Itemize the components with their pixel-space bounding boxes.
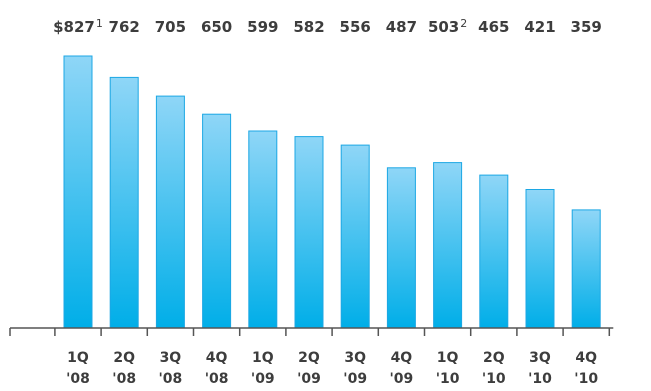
value-label-text: 556 <box>340 18 371 36</box>
category-quarter-9: 2Q <box>483 350 505 366</box>
category-year-2: '08 <box>159 371 183 387</box>
value-label-text: 487 <box>386 18 417 36</box>
category-year-4: '09 <box>251 371 275 387</box>
x-axis <box>9 327 614 336</box>
value-label-1: 762 <box>109 18 140 36</box>
value-labels: $8271 762 705 650 599 582 556 487 5032 465 421 359 <box>53 17 602 36</box>
value-label-text: 421 <box>524 18 555 36</box>
bar-5 <box>294 136 324 329</box>
category-year-0: '08 <box>66 371 90 387</box>
category-quarter-7: 4Q <box>391 350 413 366</box>
value-label-text: $827 <box>53 18 95 36</box>
category-quarter-1: 2Q <box>113 350 135 366</box>
category-year-1: '08 <box>112 371 136 387</box>
value-label-8: 5032 <box>428 17 467 36</box>
bars <box>63 55 601 329</box>
category-year-3: '08 <box>205 371 229 387</box>
category-quarter-11: 4Q <box>575 350 597 366</box>
value-label-10: 421 <box>524 18 555 36</box>
bar-7 <box>386 167 416 329</box>
bar-4 <box>248 130 278 329</box>
bar-8 <box>433 162 463 329</box>
category-year-11: '10 <box>574 371 598 387</box>
category-year-10: '10 <box>528 371 552 387</box>
category-year-6: '09 <box>343 371 367 387</box>
value-label-text: 650 <box>201 18 232 36</box>
category-quarter-5: 2Q <box>298 350 320 366</box>
category-year-8: '10 <box>436 371 460 387</box>
value-label-text: 582 <box>293 18 324 36</box>
category-quarter-0: 1Q <box>67 350 89 366</box>
footnote-marker: 2 <box>460 17 467 30</box>
value-label-2: 705 <box>155 18 186 36</box>
value-label-text: 503 <box>428 18 459 36</box>
bar-0 <box>63 55 93 329</box>
bar-1 <box>109 76 139 329</box>
category-labels: 1Q '08 2Q '08 3Q '08 4Q '08 1Q '09 2Q '09 3Q '09 4Q '09… <box>66 350 598 387</box>
value-label-11: 359 <box>571 18 602 36</box>
category-quarter-3: 4Q <box>206 350 228 366</box>
value-label-text: 705 <box>155 18 186 36</box>
category-quarter-8: 1Q <box>437 350 459 366</box>
value-label-text: 599 <box>247 18 278 36</box>
value-label-4: 599 <box>247 18 278 36</box>
category-quarter-6: 3Q <box>344 350 366 366</box>
value-label-9: 465 <box>478 18 509 36</box>
category-quarter-4: 1Q <box>252 350 274 366</box>
value-label-text: 359 <box>571 18 602 36</box>
bar-10 <box>525 189 555 329</box>
value-label-6: 556 <box>340 18 371 36</box>
bar-2 <box>155 95 185 329</box>
category-year-7: '09 <box>390 371 414 387</box>
value-label-5: 582 <box>293 18 324 36</box>
value-label-text: 465 <box>478 18 509 36</box>
value-label-text: 762 <box>109 18 140 36</box>
footnote-marker: 1 <box>96 17 103 30</box>
bar-6 <box>340 144 370 329</box>
bar-3 <box>202 113 232 329</box>
category-quarter-10: 3Q <box>529 350 551 366</box>
category-quarter-2: 3Q <box>160 350 182 366</box>
value-label-3: 650 <box>201 18 232 36</box>
value-label-7: 487 <box>386 18 417 36</box>
category-year-9: '10 <box>482 371 506 387</box>
bar-9 <box>479 174 509 329</box>
bar-11 <box>571 209 601 329</box>
value-label-0: $8271 <box>53 17 103 36</box>
category-year-5: '09 <box>297 371 321 387</box>
